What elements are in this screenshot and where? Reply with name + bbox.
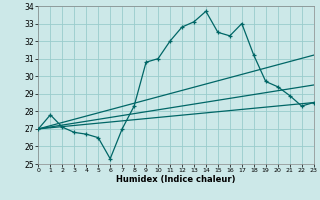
X-axis label: Humidex (Indice chaleur): Humidex (Indice chaleur) xyxy=(116,175,236,184)
